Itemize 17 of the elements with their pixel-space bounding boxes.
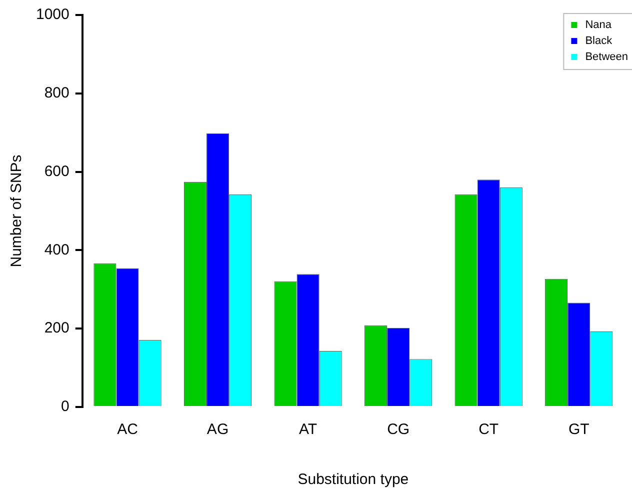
x-tick-label: AT <box>299 421 318 438</box>
y-tick-label: 1000 <box>36 6 70 24</box>
x-tick-label: AG <box>206 421 229 438</box>
x-tick-label: AC <box>117 421 138 438</box>
x-tick-label: CT <box>478 421 499 438</box>
y-tick-label: 400 <box>44 241 70 258</box>
y-tick-label: 800 <box>44 84 70 102</box>
y-tick-label: 0 <box>61 398 70 416</box>
y-tick-label: 200 <box>44 320 70 337</box>
x-tick-label: GT <box>568 421 590 438</box>
x-axis-title: Substitution type <box>298 471 409 488</box>
legend-label: Between <box>585 51 628 64</box>
y-axis-title: Number of SNPs <box>8 154 26 268</box>
x-tick-label: CG <box>387 421 410 438</box>
legend-label: Black <box>585 35 613 48</box>
y-tick-label: 600 <box>44 162 70 180</box>
legend-label: Nana <box>585 19 612 32</box>
